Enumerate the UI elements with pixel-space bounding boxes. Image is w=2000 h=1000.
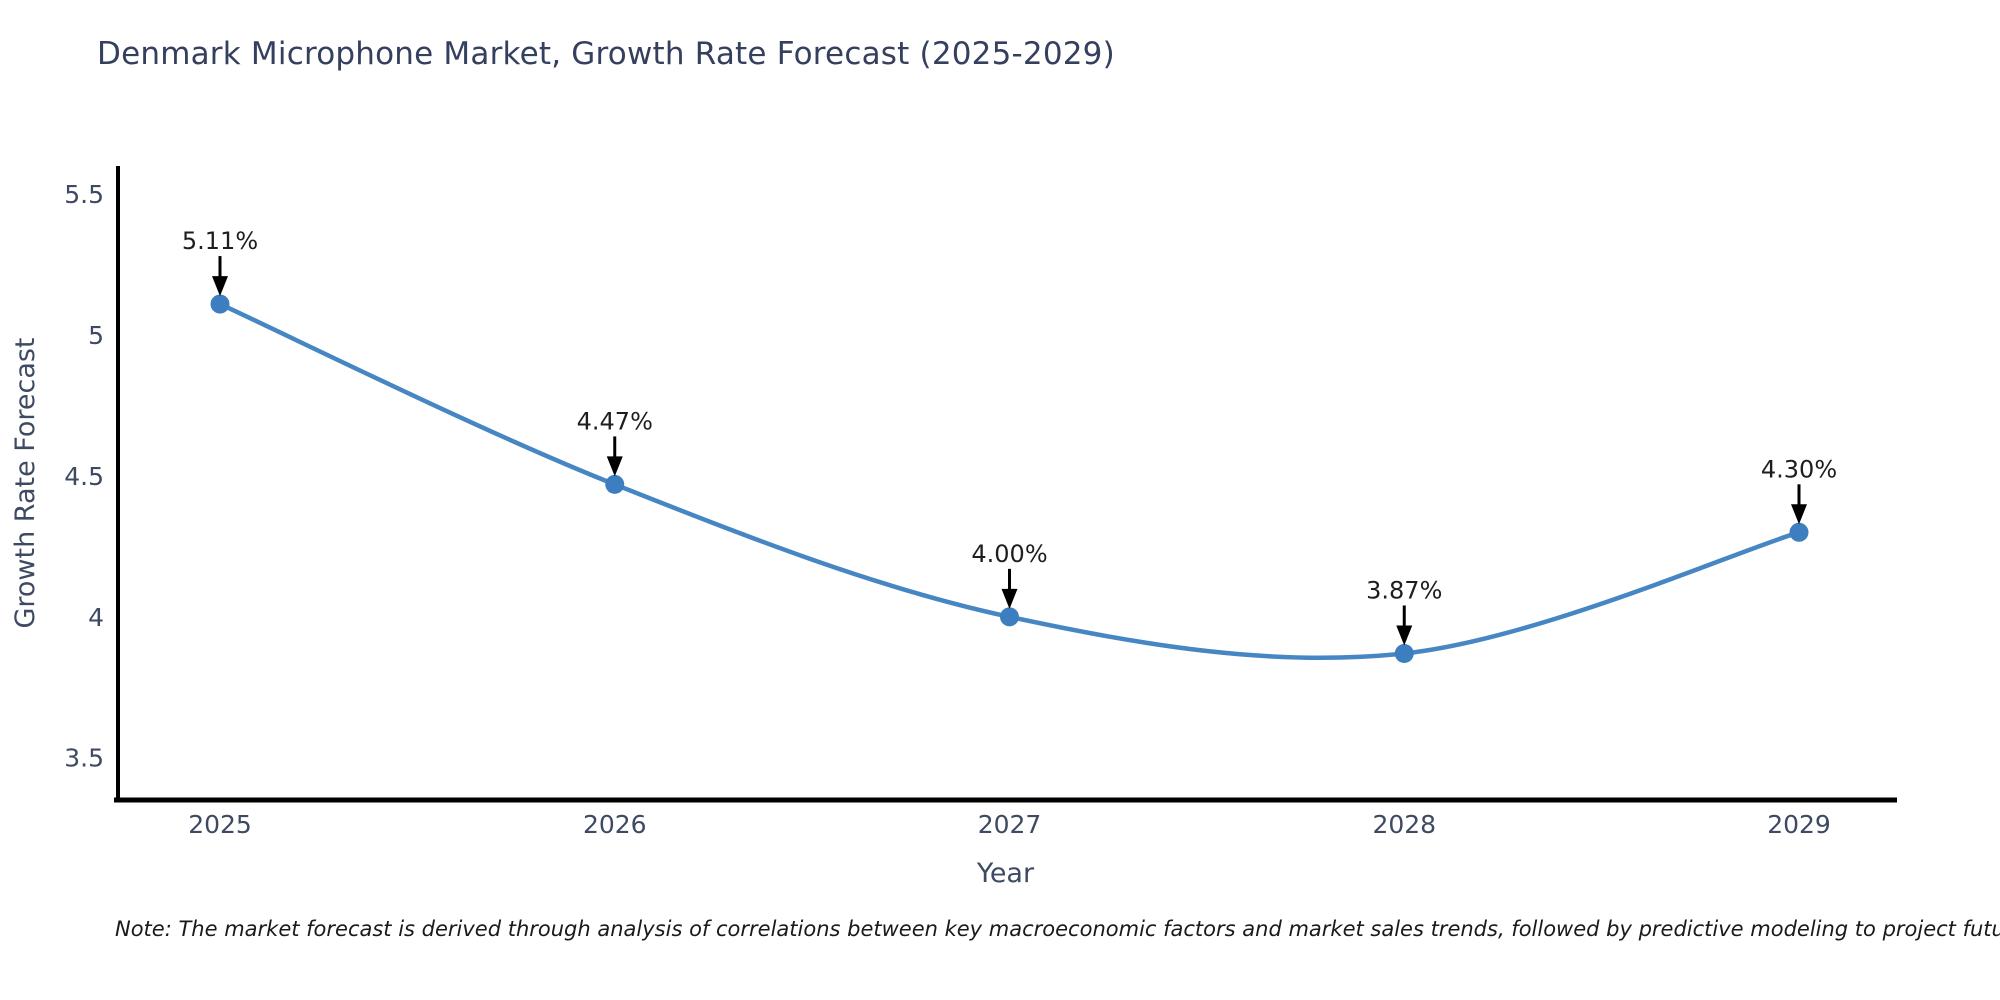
y-tick-label: 3.5 bbox=[64, 744, 104, 773]
y-tick-label: 5.5 bbox=[64, 180, 104, 209]
point-value-label: 4.30% bbox=[1761, 455, 1837, 483]
point-value-label: 4.47% bbox=[577, 407, 653, 435]
annotation-arrow-head bbox=[1791, 504, 1807, 525]
footnote: Note: The market forecast is derived thr… bbox=[115, 917, 2000, 941]
y-tick-label: 4 bbox=[88, 603, 104, 632]
y-tick-label: 5 bbox=[88, 321, 104, 350]
data-point-marker bbox=[210, 294, 230, 314]
annotation-arrow-head bbox=[212, 276, 228, 297]
y-axis-title: Growth Rate Forecast bbox=[10, 337, 41, 628]
x-tick-label: 2026 bbox=[583, 810, 647, 839]
data-point-marker bbox=[605, 474, 625, 494]
data-point-marker bbox=[1394, 643, 1414, 663]
point-value-label: 4.00% bbox=[971, 540, 1047, 568]
x-tick-label: 2028 bbox=[1372, 810, 1436, 839]
x-tick-label: 2027 bbox=[978, 810, 1042, 839]
chart-title: Denmark Microphone Market, Growth Rate F… bbox=[97, 36, 1115, 72]
data-point-marker bbox=[1789, 522, 1809, 542]
point-value-label: 5.11% bbox=[182, 227, 258, 255]
y-tick-label: 4.5 bbox=[64, 462, 104, 491]
annotation-arrow-head bbox=[1396, 625, 1413, 646]
x-tick-label: 2029 bbox=[1767, 810, 1831, 839]
annotation-arrow-head bbox=[606, 456, 623, 477]
point-value-label: 3.87% bbox=[1366, 576, 1442, 604]
x-axis-title: Year bbox=[976, 858, 1035, 889]
x-tick-label: 2025 bbox=[188, 810, 252, 839]
annotation-arrow-head bbox=[1001, 588, 1018, 609]
data-point-marker bbox=[1000, 607, 1019, 627]
